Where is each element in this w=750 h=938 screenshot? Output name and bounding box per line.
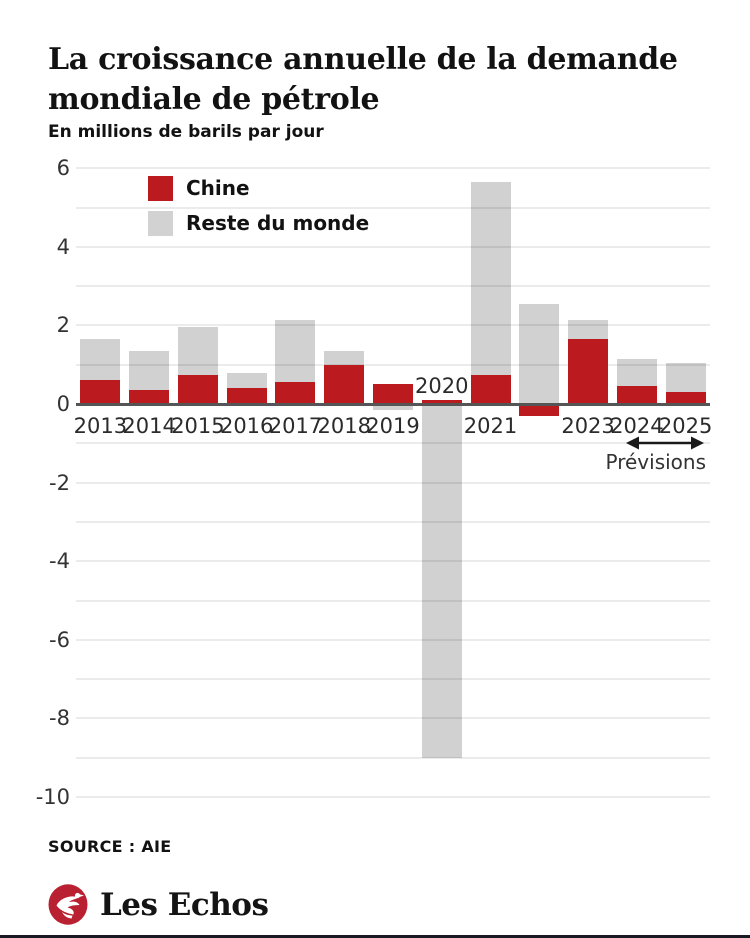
gridline-y-1 bbox=[76, 363, 710, 366]
bar-segment-reste-du-monde-2022 bbox=[519, 303, 560, 404]
gridline-y-4 bbox=[76, 245, 710, 248]
x-axis-label-2018: 2018 bbox=[317, 414, 371, 438]
bar-segment-reste-du-monde-2016 bbox=[226, 372, 267, 389]
lesechos-wordmark: Les Echos bbox=[100, 886, 269, 923]
gridline-y--8 bbox=[76, 717, 710, 720]
bar-segment-reste-du-monde-2018 bbox=[324, 350, 365, 365]
bar-segment-reste-du-monde-2021 bbox=[470, 181, 511, 375]
x-axis-label-2021: 2021 bbox=[463, 414, 518, 438]
x-axis-label-2025: 2025 bbox=[658, 414, 713, 438]
bar-segment-reste-du-monde-2020 bbox=[421, 404, 462, 758]
y-axis-tick--4: -4 bbox=[49, 549, 70, 574]
x-axis-label-2014: 2014 bbox=[122, 414, 176, 438]
bar-segment-chine-2021 bbox=[470, 374, 511, 404]
bottom-border bbox=[0, 935, 750, 938]
gridline-y--2 bbox=[76, 481, 710, 484]
legend-label: Chine bbox=[186, 176, 250, 200]
bar-segment-chine-2017 bbox=[275, 382, 316, 404]
bar-segment-chine-2013 bbox=[80, 380, 121, 404]
gridline-y--3 bbox=[76, 520, 710, 523]
bar-segment-reste-du-monde-2017 bbox=[275, 319, 316, 383]
bar-segment-chine-2014 bbox=[129, 390, 170, 404]
y-axis-tick--10: -10 bbox=[35, 785, 70, 809]
gridline-y--5 bbox=[76, 599, 710, 602]
legend-label: Reste du monde bbox=[186, 211, 370, 235]
legend-item-chine: Chine bbox=[148, 176, 369, 201]
lesechos-bird-icon bbox=[48, 884, 88, 925]
bar-segment-chine-2019 bbox=[373, 384, 413, 404]
y-axis-tick--6: -6 bbox=[49, 627, 70, 652]
bar-segment-chine-2022 bbox=[519, 404, 560, 416]
legend-swatch-icon bbox=[148, 211, 173, 236]
y-axis-tick--8: -8 bbox=[49, 706, 70, 731]
x-axis-label-2019: 2019 bbox=[366, 414, 420, 438]
chart-legend: Chine Reste du monde bbox=[148, 176, 369, 246]
gridline-y-2 bbox=[76, 324, 710, 327]
gridline-y-6 bbox=[76, 167, 710, 170]
lesechos-logo: Les Echos bbox=[48, 884, 269, 925]
bar-segment-reste-du-monde-2023 bbox=[568, 319, 609, 340]
bar-segment-chine-2023 bbox=[568, 339, 609, 404]
gridline-y-3 bbox=[76, 285, 710, 288]
legend-item-reste-du-monde: Reste du monde bbox=[148, 211, 369, 236]
bar-segment-reste-du-monde-2024 bbox=[616, 358, 657, 387]
y-axis-tick-4: 4 bbox=[56, 234, 70, 259]
bar-segment-reste-du-monde-2019 bbox=[373, 404, 413, 410]
bar-segment-reste-du-monde-2015 bbox=[177, 327, 218, 375]
bar-segment-chine-2020 bbox=[421, 400, 462, 404]
gridline-y--9 bbox=[76, 756, 710, 759]
bar-segment-reste-du-monde-2014 bbox=[129, 350, 170, 391]
chart-unit-label: En millions de barils par jour bbox=[48, 122, 324, 142]
forecast-range-arrow-icon bbox=[626, 435, 704, 455]
bar-segment-chine-2015 bbox=[177, 374, 218, 404]
bar-segment-chine-2024 bbox=[616, 386, 657, 404]
bar-segment-reste-du-monde-2025 bbox=[665, 362, 706, 393]
gridline-y--4 bbox=[76, 560, 710, 563]
bar-segment-chine-2016 bbox=[226, 388, 267, 404]
gridline-y--1 bbox=[76, 442, 710, 445]
y-axis-tick--2: -2 bbox=[49, 470, 70, 495]
x-axis-label-2024: 2024 bbox=[610, 414, 664, 438]
x-axis-label-2013: 2013 bbox=[73, 414, 128, 438]
gridline-y--6 bbox=[76, 638, 710, 641]
page-title: La croissance annuelle de la demande mond… bbox=[48, 40, 728, 120]
y-axis-tick-6: 6 bbox=[56, 156, 70, 181]
source-label: SOURCE : AIE bbox=[48, 837, 172, 856]
title-line-1: La croissance annuelle de la demande bbox=[48, 42, 678, 77]
x-axis-label-2016: 2016 bbox=[219, 414, 274, 438]
x-axis-label-2017: 2017 bbox=[268, 414, 323, 438]
x-axis-label-2023: 2023 bbox=[561, 414, 615, 438]
legend-swatch-icon bbox=[148, 176, 173, 201]
bar-segment-reste-du-monde-2013 bbox=[80, 339, 121, 381]
y-axis-tick-2: 2 bbox=[56, 313, 70, 338]
gridline-y--10 bbox=[76, 796, 710, 798]
x-axis-label-2015: 2015 bbox=[171, 414, 225, 438]
x-axis-zero-line bbox=[76, 402, 710, 406]
gridline-y--7 bbox=[76, 678, 710, 681]
forecast-annotation-label: Prévisions bbox=[605, 450, 707, 474]
title-line-2: mondiale de pétrole bbox=[48, 82, 380, 117]
bar-segment-chine-2018 bbox=[324, 364, 365, 404]
x-axis-label-2020: 2020 bbox=[415, 374, 469, 398]
gridline-y-5 bbox=[76, 206, 710, 209]
y-axis-tick-0: 0 bbox=[56, 392, 70, 416]
bar-segment-chine-2025 bbox=[665, 392, 706, 404]
